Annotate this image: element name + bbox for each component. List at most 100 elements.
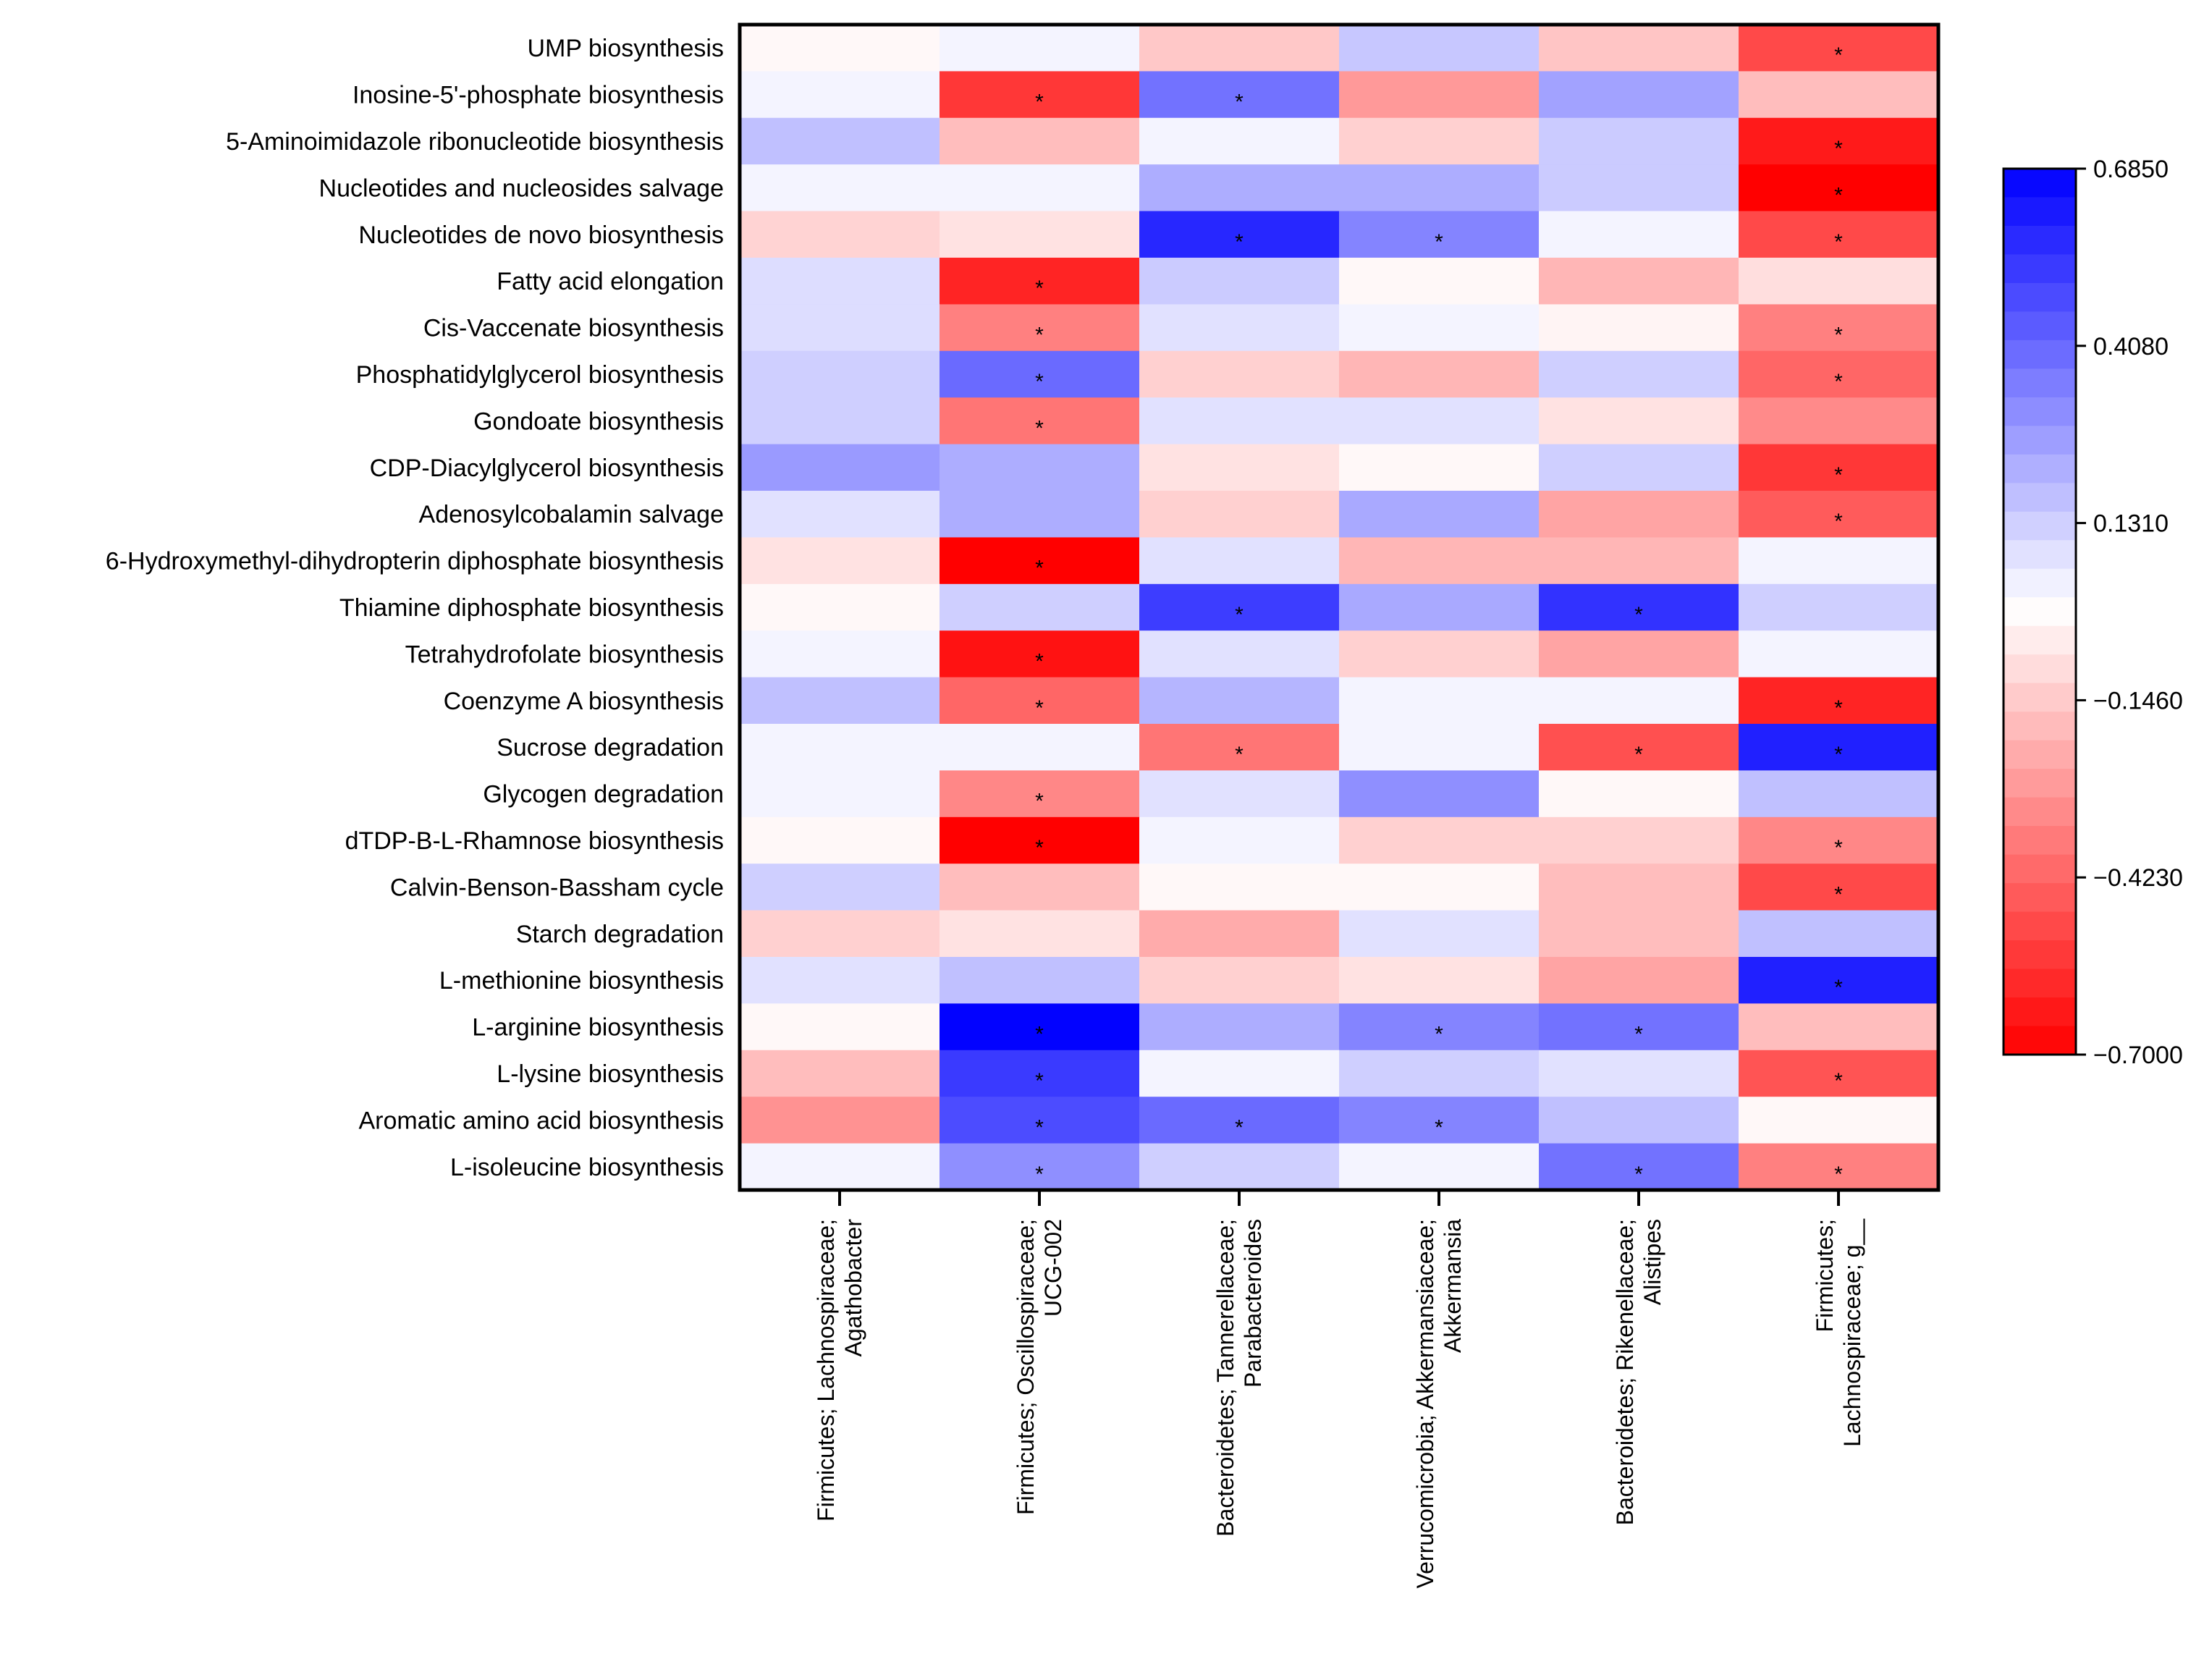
heatmap-cell <box>740 724 940 771</box>
significance-marker: * <box>1834 1069 1843 1093</box>
colorbar-tick-label: 0.4080 <box>2093 333 2169 360</box>
heatmap-cell <box>940 304 1140 352</box>
heatmap-cell <box>1339 258 1540 305</box>
heatmap-cell <box>1339 1143 1540 1191</box>
heatmap-cell <box>1339 1097 1540 1144</box>
heatmap-cell <box>1339 25 1540 72</box>
significance-marker: * <box>1834 463 1843 487</box>
heatmap-cell <box>1539 724 1739 771</box>
heatmap-cell <box>740 258 940 305</box>
heatmap-cell <box>1539 957 1739 1004</box>
heatmap-cell <box>1539 350 1739 398</box>
heatmap-cell <box>1739 1050 1939 1097</box>
heatmap-cell <box>740 583 940 631</box>
heatmap-cell <box>940 117 1140 165</box>
heatmap-cell <box>1539 630 1739 678</box>
heatmap-cell <box>1739 350 1939 398</box>
colorbar-band <box>2004 568 2076 599</box>
row-label: Adenosylcobalamin salvage <box>419 501 724 528</box>
colorbar-band <box>2004 597 2076 627</box>
heatmap-cell <box>1339 583 1540 631</box>
heatmap-cell <box>1739 1143 1939 1191</box>
heatmap-cell <box>740 397 940 445</box>
row-label: Glycogen degradation <box>483 781 724 809</box>
significance-marker: * <box>1035 1023 1044 1047</box>
significance-marker: * <box>1834 882 1843 906</box>
heatmap-cell <box>1539 117 1739 165</box>
significance-marker: * <box>1834 137 1843 161</box>
heatmap-cell <box>1739 677 1939 725</box>
heatmap-cell <box>1139 537 1340 585</box>
colorbar-tick-label: 0.1310 <box>2093 510 2169 538</box>
row-label: CDP-Diacylglycerol biosynthesis <box>370 455 724 482</box>
heatmap-cell <box>1739 117 1939 165</box>
significance-marker: * <box>1834 230 1843 254</box>
significance-marker: * <box>1834 743 1843 767</box>
heatmap-cell <box>1139 258 1340 305</box>
significance-marker: * <box>1435 1023 1443 1047</box>
heatmap-cell <box>1139 677 1340 725</box>
heatmap-cell <box>1339 816 1540 864</box>
row-label: Sucrose degradation <box>497 734 724 761</box>
row-label: Gondoate biosynthesis <box>473 408 724 435</box>
heatmap-cell <box>940 724 1140 771</box>
heatmap-cell <box>940 1143 1140 1191</box>
significance-marker: * <box>1235 743 1244 767</box>
column-label: Bacteroidetes; Tannerellaceae;Parabacter… <box>1212 1219 1266 1537</box>
heatmap-cell <box>1339 724 1540 771</box>
heatmap-cell <box>1739 770 1939 818</box>
colorbar-frame <box>2002 167 2077 1056</box>
heatmap-cell <box>740 864 940 911</box>
heatmap-cell <box>1539 1050 1739 1097</box>
heatmap-cell <box>740 910 940 958</box>
significance-marker: * <box>1834 370 1843 394</box>
heatmap-cell <box>1539 1097 1739 1144</box>
row-label: Fatty acid elongation <box>497 268 724 295</box>
colorbar-tick-label: −0.1460 <box>2093 687 2183 714</box>
colorbar-band <box>2004 426 2076 455</box>
significance-marker: * <box>1235 603 1244 627</box>
colorbar-band <box>2004 225 2076 256</box>
heatmap-cell <box>1339 397 1540 445</box>
row-label: 6-Hydroxymethyl-dihydropterin diphosphat… <box>106 548 724 575</box>
colorbar-band <box>2004 511 2076 541</box>
row-label: Calvin-Benson-Bassham cycle <box>390 874 724 901</box>
column-label: Firmicutes; Lachnospiraceae;Agathobacter <box>813 1219 866 1521</box>
heatmap-cell <box>1339 864 1540 911</box>
heatmap-cell <box>1339 117 1540 165</box>
heatmap-cell <box>1339 1003 1540 1051</box>
significance-marker: * <box>1035 1069 1044 1093</box>
heatmap-cell <box>940 397 1140 445</box>
significance-marker: * <box>1035 836 1044 860</box>
colorbar-tick-label: 0.6850 <box>2093 156 2169 183</box>
heatmap-cell <box>1539 25 1739 72</box>
heatmap-cell <box>1539 864 1739 911</box>
significance-marker: * <box>1834 183 1843 207</box>
heatmap-cell <box>1339 71 1540 119</box>
heatmap-cell <box>1739 164 1939 212</box>
heatmap-cell <box>940 770 1140 818</box>
heatmap-cell <box>1539 164 1739 212</box>
heatmap-cell <box>1539 583 1739 631</box>
colorbar-tick-label: −0.7000 <box>2093 1042 2183 1069</box>
heatmap-cell <box>1539 211 1739 258</box>
colorbar-band <box>2004 339 2076 370</box>
heatmap-cell <box>940 1003 1140 1051</box>
row-label: Nucleotides and nucleosides salvage <box>319 174 724 202</box>
heatmap-cell <box>1139 864 1340 911</box>
heatmap-cell <box>1139 630 1340 678</box>
colorbar-band <box>2004 940 2076 970</box>
heatmap-cell <box>1139 117 1340 165</box>
row-label: UMP biosynthesis <box>528 35 725 62</box>
heatmap-cell <box>740 117 940 165</box>
heatmap-cell <box>1139 304 1340 352</box>
significance-marker: * <box>1435 230 1443 254</box>
heatmap-cell <box>940 957 1140 1004</box>
heatmap-cell <box>1739 910 1939 958</box>
significance-marker: * <box>1834 696 1843 720</box>
heatmap-cell <box>940 211 1140 258</box>
heatmap-cell <box>1739 864 1939 911</box>
heatmap-cell <box>940 1050 1140 1097</box>
heatmap-cell <box>1139 350 1340 398</box>
